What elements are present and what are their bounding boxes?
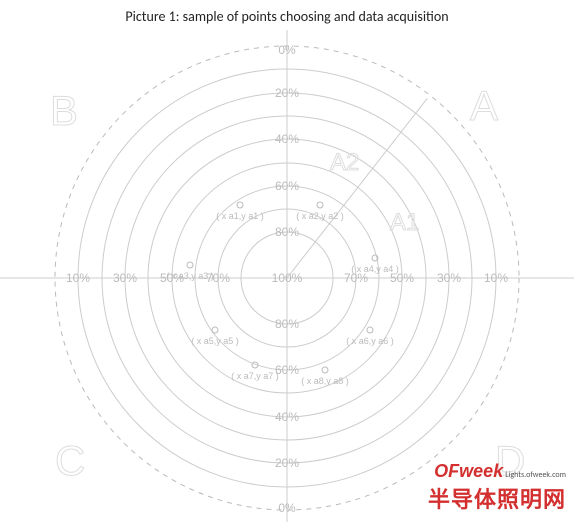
sample-point-label-3: ( x a3,y a3 ) — [166, 271, 214, 281]
diagram-stage: 100%0%0%20%40%60%80%80%60%40%20%10%30%50… — [0, 30, 574, 522]
h-left-30%: 30% — [113, 271, 137, 285]
v-bot-20%: 20% — [275, 456, 299, 470]
sample-point-8 — [322, 367, 328, 373]
watermark-brand: OFweek — [434, 461, 503, 481]
sample-point-label-4: ( x a4,y a4 ) — [351, 264, 399, 274]
sample-point-6 — [367, 327, 373, 333]
h-left-10%: 10% — [66, 271, 90, 285]
v-bot-80%: 80% — [275, 317, 299, 331]
sublabel-A1: A1 — [390, 209, 419, 236]
v-top-40%: 40% — [275, 132, 299, 146]
v-top-20%: 20% — [275, 86, 299, 100]
watermark-url: Lights.ofweek.com — [505, 470, 566, 480]
sample-point-label-6: ( x a6,y a6 ) — [346, 336, 394, 346]
v-top-80%: 80% — [275, 225, 299, 239]
h-right-10%: 10% — [484, 271, 508, 285]
sample-point-label-2: ( x a2,y a2 ) — [296, 211, 344, 221]
sample-point-2 — [317, 202, 323, 208]
corner-B: B — [50, 87, 78, 134]
watermark: OFweekLights.ofweek.com 半导体照明网 — [428, 461, 566, 514]
corner-A: A — [470, 82, 498, 129]
sample-point-1 — [237, 202, 243, 208]
sublabel-A2: A2 — [330, 149, 359, 176]
sample-point-label-5: ( x a5,y a5 ) — [191, 336, 239, 346]
axis-top-label: 0% — [278, 43, 296, 57]
center-label: 100% — [272, 271, 303, 285]
corner-C: C — [55, 437, 85, 484]
watermark-cn: 半导体照明网 — [428, 482, 566, 514]
figure-title: Picture 1: sample of points choosing and… — [0, 0, 574, 25]
sample-point-3 — [187, 262, 193, 268]
sample-point-5 — [212, 327, 218, 333]
sample-point-label-8: ( x a8,y a8 ) — [301, 376, 349, 386]
concentric-diagram: 100%0%0%20%40%60%80%80%60%40%20%10%30%50… — [0, 30, 574, 522]
v-top-60%: 60% — [275, 179, 299, 193]
sample-point-label-7: ( x a7,y a7 ) — [231, 371, 279, 381]
axis-bottom-label: 0% — [278, 501, 296, 515]
v-bot-40%: 40% — [275, 410, 299, 424]
sample-point-label-1: ( x a1,y a1 ) — [216, 211, 264, 221]
h-right-30%: 30% — [437, 271, 461, 285]
